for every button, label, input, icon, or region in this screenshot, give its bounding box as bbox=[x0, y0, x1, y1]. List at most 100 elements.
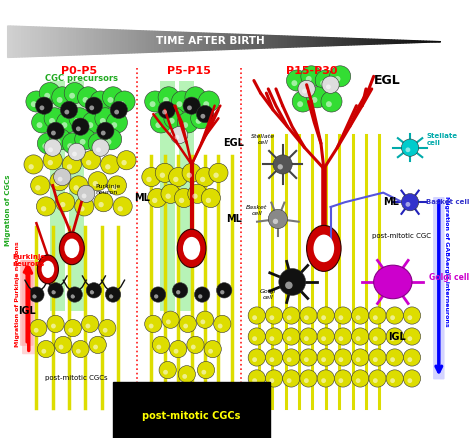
Circle shape bbox=[300, 328, 317, 345]
Circle shape bbox=[390, 357, 395, 362]
Circle shape bbox=[62, 133, 83, 154]
Polygon shape bbox=[426, 41, 429, 42]
Circle shape bbox=[201, 114, 205, 119]
Polygon shape bbox=[13, 26, 16, 57]
Circle shape bbox=[405, 202, 410, 207]
Circle shape bbox=[248, 307, 265, 324]
Circle shape bbox=[93, 143, 99, 149]
Circle shape bbox=[155, 163, 174, 182]
Text: P0-P5: P0-P5 bbox=[62, 66, 98, 76]
Circle shape bbox=[67, 287, 82, 302]
Circle shape bbox=[185, 87, 206, 108]
Text: Golgi cell: Golgi cell bbox=[429, 273, 469, 282]
Circle shape bbox=[86, 160, 91, 165]
Text: Stellate
cell: Stellate cell bbox=[251, 134, 275, 145]
Circle shape bbox=[113, 197, 132, 216]
Circle shape bbox=[304, 378, 309, 383]
Circle shape bbox=[356, 378, 361, 383]
Circle shape bbox=[47, 160, 53, 165]
Polygon shape bbox=[377, 39, 380, 44]
Polygon shape bbox=[365, 39, 369, 44]
Circle shape bbox=[75, 129, 96, 150]
Circle shape bbox=[273, 155, 292, 174]
Circle shape bbox=[95, 108, 116, 129]
Polygon shape bbox=[282, 36, 285, 47]
Polygon shape bbox=[256, 35, 259, 49]
Circle shape bbox=[89, 336, 106, 353]
Ellipse shape bbox=[64, 239, 79, 258]
Circle shape bbox=[52, 290, 56, 294]
Polygon shape bbox=[308, 37, 311, 46]
Circle shape bbox=[292, 91, 313, 112]
Circle shape bbox=[67, 164, 72, 170]
Circle shape bbox=[317, 328, 334, 345]
Text: IGL: IGL bbox=[388, 332, 406, 342]
Circle shape bbox=[338, 315, 343, 320]
Polygon shape bbox=[253, 35, 256, 49]
Circle shape bbox=[283, 370, 300, 387]
Circle shape bbox=[79, 206, 84, 212]
Polygon shape bbox=[190, 32, 192, 51]
Polygon shape bbox=[77, 28, 80, 55]
Polygon shape bbox=[406, 40, 409, 43]
Circle shape bbox=[352, 349, 369, 366]
Circle shape bbox=[403, 370, 420, 387]
Circle shape bbox=[203, 101, 209, 107]
Circle shape bbox=[72, 340, 89, 358]
Circle shape bbox=[99, 202, 104, 207]
Circle shape bbox=[163, 370, 168, 374]
Ellipse shape bbox=[183, 237, 200, 260]
Text: EGL: EGL bbox=[223, 138, 244, 148]
Polygon shape bbox=[184, 32, 187, 51]
Circle shape bbox=[142, 167, 161, 187]
Polygon shape bbox=[109, 30, 111, 54]
Circle shape bbox=[265, 307, 283, 324]
Polygon shape bbox=[412, 41, 415, 43]
Circle shape bbox=[191, 108, 212, 129]
Circle shape bbox=[76, 127, 81, 131]
Circle shape bbox=[64, 110, 69, 114]
Polygon shape bbox=[172, 32, 175, 51]
Circle shape bbox=[300, 370, 317, 387]
Circle shape bbox=[187, 106, 192, 110]
Circle shape bbox=[369, 370, 386, 387]
Polygon shape bbox=[10, 26, 13, 57]
Circle shape bbox=[60, 202, 65, 207]
Circle shape bbox=[208, 349, 213, 353]
Circle shape bbox=[51, 324, 56, 328]
Polygon shape bbox=[328, 38, 331, 46]
Polygon shape bbox=[111, 30, 115, 54]
Polygon shape bbox=[146, 31, 149, 53]
Circle shape bbox=[285, 282, 292, 289]
Polygon shape bbox=[25, 27, 28, 57]
Circle shape bbox=[335, 76, 340, 82]
Circle shape bbox=[182, 163, 201, 182]
Circle shape bbox=[111, 122, 117, 128]
Circle shape bbox=[109, 294, 113, 299]
Circle shape bbox=[64, 319, 82, 337]
Circle shape bbox=[265, 370, 283, 387]
Polygon shape bbox=[204, 33, 207, 50]
Circle shape bbox=[183, 324, 188, 328]
Circle shape bbox=[200, 177, 205, 182]
Circle shape bbox=[62, 122, 67, 128]
Circle shape bbox=[158, 101, 175, 119]
Circle shape bbox=[72, 152, 77, 156]
Circle shape bbox=[369, 328, 386, 345]
Polygon shape bbox=[68, 28, 71, 55]
Polygon shape bbox=[175, 32, 178, 51]
Circle shape bbox=[369, 349, 386, 366]
Circle shape bbox=[30, 319, 47, 337]
Polygon shape bbox=[8, 26, 10, 57]
Text: post-mitotic CGC: post-mitotic CGC bbox=[372, 233, 431, 239]
Circle shape bbox=[214, 315, 231, 332]
Polygon shape bbox=[369, 39, 372, 44]
Polygon shape bbox=[317, 37, 319, 46]
Polygon shape bbox=[57, 28, 60, 56]
Circle shape bbox=[158, 87, 179, 108]
Circle shape bbox=[64, 83, 85, 104]
Circle shape bbox=[145, 315, 162, 332]
Polygon shape bbox=[126, 30, 129, 53]
Circle shape bbox=[298, 80, 315, 98]
Text: TIME AFTER BIRTH: TIME AFTER BIRTH bbox=[156, 36, 265, 46]
